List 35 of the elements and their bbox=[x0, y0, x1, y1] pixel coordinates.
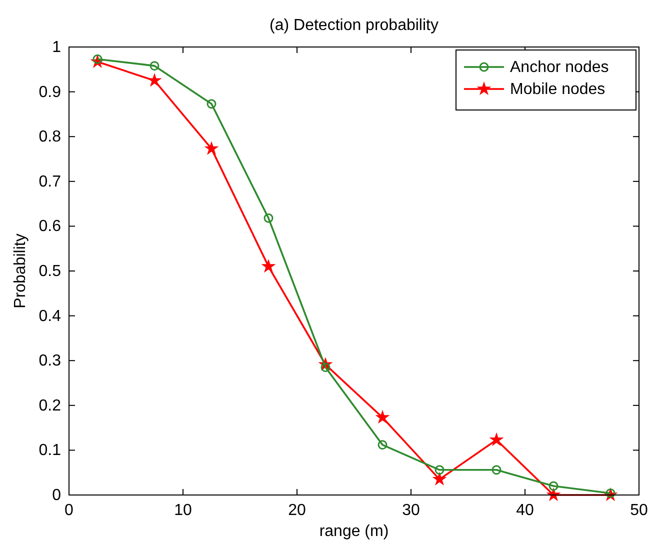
point bbox=[148, 74, 161, 86]
point bbox=[205, 142, 218, 154]
y-tick-label: 0.2 bbox=[38, 397, 62, 414]
y-tick-label: 0.6 bbox=[38, 218, 62, 236]
x-axis-title: range (m) bbox=[319, 523, 389, 540]
point bbox=[376, 410, 389, 424]
point bbox=[433, 472, 446, 485]
y-tick-label: 0.4 bbox=[38, 308, 62, 325]
y-tick-label: 0.5 bbox=[38, 263, 62, 280]
y-tick-label: 0.3 bbox=[38, 352, 62, 370]
x-tick-label: 10 bbox=[174, 502, 192, 519]
x-tick-label: 50 bbox=[630, 502, 648, 519]
y-axis-title: Probability bbox=[12, 234, 29, 308]
legend-label: Anchor nodes bbox=[510, 59, 609, 76]
point bbox=[492, 465, 502, 475]
point bbox=[490, 433, 503, 446]
point bbox=[264, 213, 274, 223]
x-tick-label: 30 bbox=[402, 502, 420, 519]
y-tick-label: 0.8 bbox=[38, 128, 62, 146]
y-tick-label: 0 bbox=[52, 487, 62, 504]
x-tick-label: 40 bbox=[516, 502, 534, 519]
point bbox=[262, 260, 275, 272]
point bbox=[548, 481, 558, 491]
point bbox=[206, 99, 216, 109]
legend-label: Mobile nodes bbox=[510, 81, 606, 98]
y-tick-label: 0.7 bbox=[38, 173, 62, 190]
x-tick-label: 20 bbox=[288, 502, 306, 519]
point bbox=[378, 440, 388, 450]
y-tick-label: 0.9 bbox=[38, 84, 62, 101]
point bbox=[434, 465, 444, 475]
y-tick-label: 1 bbox=[52, 39, 62, 56]
point bbox=[150, 61, 160, 71]
x-tick-label: 0 bbox=[64, 502, 74, 519]
y-tick-label: 0.1 bbox=[38, 442, 62, 460]
chart-title: (a) Detection probability bbox=[270, 17, 438, 34]
